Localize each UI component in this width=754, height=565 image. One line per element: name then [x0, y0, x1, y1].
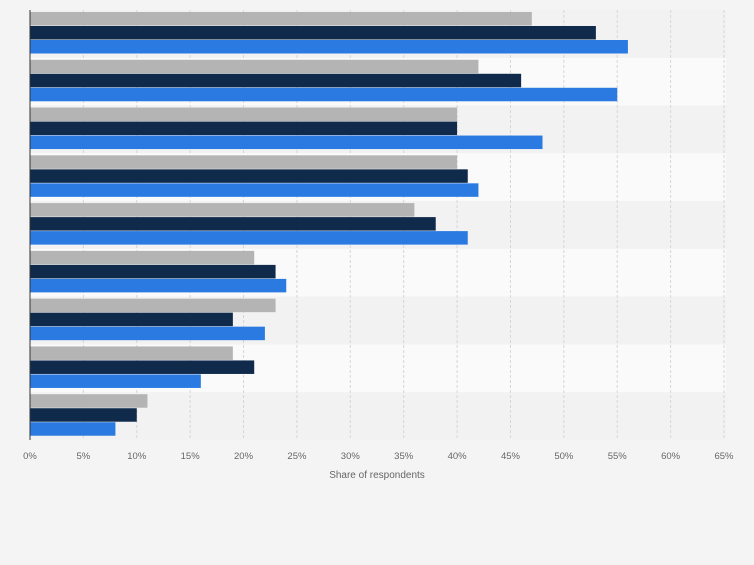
bar — [30, 312, 233, 327]
bar — [30, 203, 415, 217]
bar — [30, 408, 137, 422]
x-tick-label: 15% — [181, 451, 201, 462]
bar — [30, 394, 148, 408]
bar — [30, 169, 468, 183]
bar — [30, 374, 201, 388]
bar — [30, 87, 618, 102]
bar — [30, 135, 543, 150]
bar — [30, 183, 479, 197]
x-tick-label: 5% — [77, 451, 91, 462]
x-tick-label: 60% — [661, 451, 681, 462]
bar — [30, 278, 287, 293]
bar — [30, 12, 532, 26]
bar — [30, 422, 116, 436]
x-tick-label: 25% — [287, 451, 307, 462]
bar — [30, 264, 276, 279]
bar — [30, 121, 458, 136]
bar — [30, 326, 265, 341]
bar — [30, 346, 233, 360]
bars — [30, 12, 628, 436]
x-tick-label: 55% — [608, 451, 628, 462]
bar — [30, 40, 628, 54]
x-tick-label: 45% — [501, 451, 521, 462]
bar — [30, 73, 522, 88]
bar — [30, 250, 255, 265]
bar — [30, 155, 458, 169]
x-axis-ticks: 0% 5% 10% 15% 20% 25% 30% 35% 40% 45% 50% 55% 60% 65% — [23, 451, 734, 462]
bar — [30, 298, 276, 313]
bar — [30, 217, 436, 231]
x-tick-label: 40% — [448, 451, 468, 462]
bar — [30, 107, 458, 122]
x-tick-label: 50% — [554, 451, 574, 462]
x-tick-label: 0% — [23, 451, 37, 462]
bar — [30, 231, 468, 245]
x-tick-label: 30% — [341, 451, 361, 462]
x-tick-label: 20% — [234, 451, 254, 462]
x-tick-label: 35% — [394, 451, 414, 462]
bar — [30, 360, 255, 374]
bar — [30, 26, 596, 40]
bar — [30, 59, 479, 74]
x-axis-title: Share of respondents — [329, 470, 425, 481]
x-tick-label: 65% — [714, 451, 734, 462]
x-tick-label: 10% — [127, 451, 147, 462]
